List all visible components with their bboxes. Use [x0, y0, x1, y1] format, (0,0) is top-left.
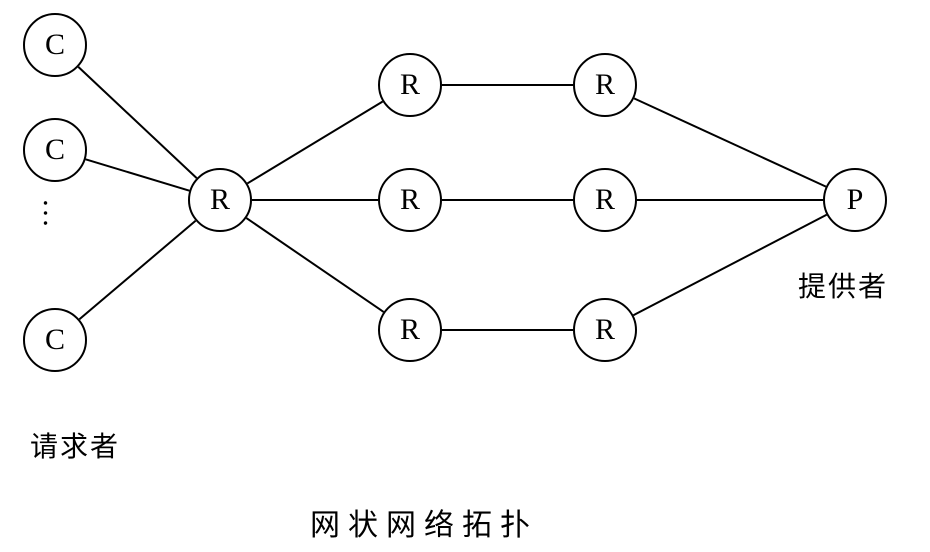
- node-label: R: [595, 313, 615, 347]
- edge-r4-p: [634, 98, 826, 186]
- edge-c3-r0: [79, 221, 195, 320]
- node-r6: R: [573, 298, 637, 362]
- node-label: R: [210, 183, 230, 217]
- node-r4: R: [573, 53, 637, 117]
- node-r3: R: [378, 298, 442, 362]
- node-label: R: [400, 68, 420, 102]
- node-c1: C: [23, 13, 87, 77]
- node-label: R: [595, 183, 615, 217]
- text-ellipsis: …: [36, 198, 70, 228]
- node-c3: C: [23, 308, 87, 372]
- node-label: R: [595, 68, 615, 102]
- edge-r0-r3: [246, 218, 383, 312]
- edge-c2-r0: [86, 159, 190, 190]
- node-label: R: [400, 313, 420, 347]
- node-label: C: [45, 323, 65, 357]
- node-r5: R: [573, 168, 637, 232]
- node-label: P: [847, 183, 864, 217]
- node-c2: C: [23, 118, 87, 182]
- node-label: R: [400, 183, 420, 217]
- text-providers: 提供者: [798, 265, 888, 305]
- edge-c1-r0: [78, 67, 196, 178]
- edge-r0-r1: [247, 102, 382, 184]
- node-p: P: [823, 168, 887, 232]
- node-r2: R: [378, 168, 442, 232]
- text-requesters: 请求者: [30, 425, 120, 465]
- node-r0: R: [188, 168, 252, 232]
- edges-layer: [0, 0, 930, 552]
- node-label: C: [45, 28, 65, 62]
- node-r1: R: [378, 53, 442, 117]
- diagram-canvas: C C C R R R R R R R P … 请求者 提供者网状网络拓扑: [0, 0, 930, 552]
- node-label: C: [45, 133, 65, 167]
- text-title: 网状网络拓扑: [310, 500, 538, 544]
